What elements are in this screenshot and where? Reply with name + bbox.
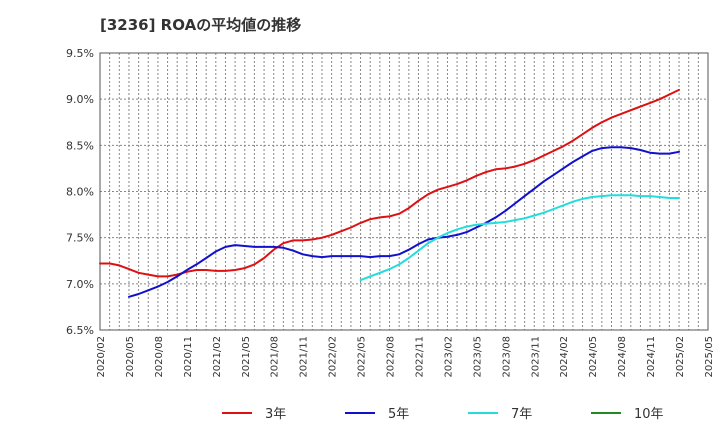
x-axis-ticks: 2020/02 2020/05 2020/08 2020/11 2021/02 2021/…: [96, 336, 715, 378]
y-tick-label: 6.5%: [66, 324, 94, 337]
x-tick-label: 2023/05: [472, 336, 483, 378]
y-axis-ticks: 6.5% 7.0% 7.5% 8.0% 8.5% 9.0% 9.5%: [66, 47, 94, 337]
x-tick-label: 2020/11: [183, 336, 194, 378]
legend-label-2: 7年: [511, 407, 532, 422]
legend-label-0: 3年: [265, 407, 286, 422]
x-tick-label: 2021/05: [241, 336, 252, 378]
x-tick-label: 2025/05: [704, 336, 715, 378]
y-tick-label: 7.0%: [66, 278, 94, 291]
y-tick-label: 9.5%: [66, 47, 94, 60]
series-line-0: [99, 88, 680, 278]
x-tick-label: 2024/08: [617, 336, 628, 378]
x-tick-label: 2024/11: [646, 336, 657, 378]
x-tick-label: 2023/11: [530, 336, 541, 378]
x-tick-label: 2024/02: [559, 336, 570, 378]
y-tick-label: 7.5%: [66, 232, 94, 245]
legend-label-1: 5年: [388, 407, 409, 422]
legend: 3年 5年 7年 10年: [222, 407, 664, 422]
grid-layer: [99, 52, 709, 331]
series-line-2: [359, 194, 680, 282]
x-tick-label: 2024/05: [588, 336, 599, 378]
x-tick-label: 2021/02: [212, 336, 223, 378]
x-tick-label: 2020/05: [125, 336, 136, 378]
x-tick-label: 2023/02: [443, 336, 454, 378]
series-line-1: [128, 146, 680, 298]
plot-frame: [99, 52, 709, 331]
y-tick-label: 8.5%: [66, 139, 94, 152]
x-tick-label: 2023/08: [501, 336, 512, 378]
x-tick-label: 2022/08: [386, 336, 397, 378]
x-tick-label: 2022/11: [414, 336, 425, 378]
legend-label-3: 10年: [634, 407, 664, 422]
series-layer: [99, 88, 680, 298]
x-tick-label: 2022/02: [328, 336, 339, 378]
x-tick-label: 2020/08: [154, 336, 165, 378]
chart-title: [3236] ROAの平均値の推移: [100, 16, 302, 34]
x-tick-label: 2025/02: [675, 336, 686, 378]
y-tick-label: 8.0%: [66, 186, 94, 199]
x-tick-label: 2022/05: [357, 336, 368, 378]
x-tick-label: 2021/08: [270, 336, 281, 378]
y-tick-label: 9.0%: [66, 93, 94, 106]
x-tick-label: 2021/11: [299, 336, 310, 378]
x-tick-label: 2020/02: [96, 336, 107, 378]
